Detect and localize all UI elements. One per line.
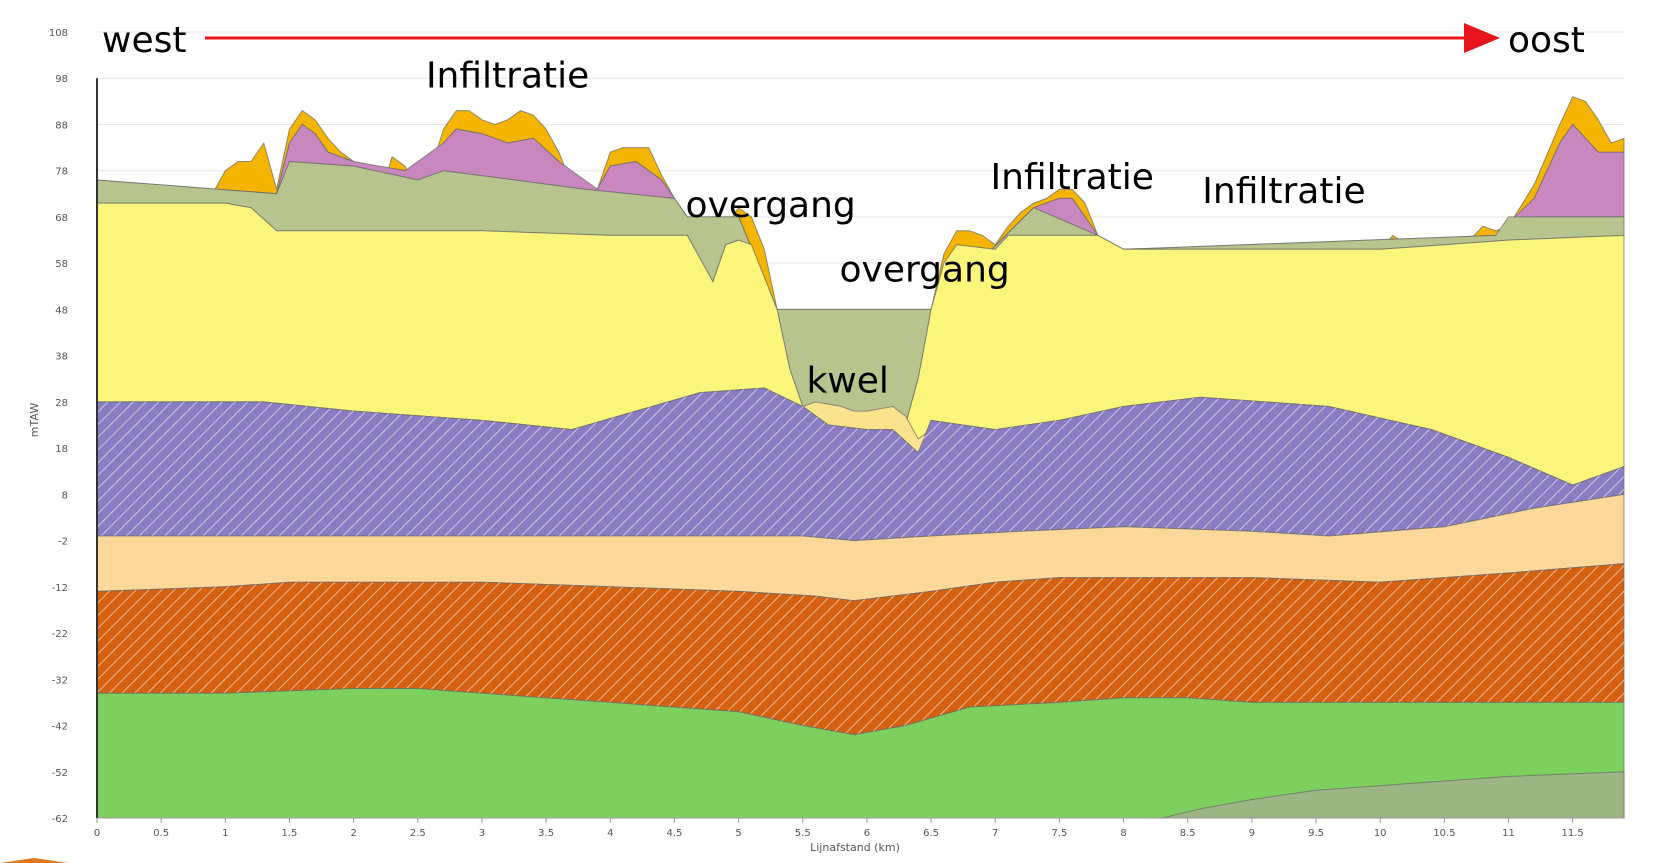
y-tick-label-17: -62 <box>52 814 68 825</box>
x-tick-label-8: 4 <box>607 828 613 839</box>
x-tick-label-18: 9 <box>1249 828 1255 839</box>
x-tick-label-7: 3.5 <box>538 828 554 839</box>
x-tick-label-5: 2.5 <box>410 828 426 839</box>
x-tick-label-13: 6.5 <box>923 828 939 839</box>
y-axis-label: mTAW <box>28 403 41 438</box>
x-tick-label-3: 1.5 <box>282 828 298 839</box>
y-tick-label-4: 68 <box>55 213 68 224</box>
corner-logo-icon <box>0 858 68 863</box>
x-tick-label-2: 1 <box>222 828 228 839</box>
annotation-overgang-2: overgang <box>840 250 1010 291</box>
y-tick-label-0: 108 <box>49 28 68 39</box>
x-tick-label-16: 8 <box>1120 828 1126 839</box>
y-tick-label-1: 98 <box>55 74 68 85</box>
x-tick-label-6: 3 <box>479 828 485 839</box>
axes <box>96 78 1624 819</box>
direction-indicator: west oost <box>102 20 1585 61</box>
annotation-infiltratie-3: Infiltratie <box>991 157 1154 198</box>
y-axis-tick-labels: 108 98 88 78 68 58 48 38 28 18 8 -2 -12 -22 -32 -42 -52 -… <box>49 28 68 825</box>
x-tick-label-1: 0.5 <box>153 828 169 839</box>
x-tick-label-9: 4.5 <box>666 828 682 839</box>
y-tick-label-7: 38 <box>55 352 68 363</box>
x-tick-label-19: 9.5 <box>1308 828 1324 839</box>
x-tick-label-12: 6 <box>864 828 870 839</box>
layer-purple-hatch <box>97 388 1624 541</box>
x-tick-label-15: 7.5 <box>1051 828 1067 839</box>
y-tick-label-12: -12 <box>52 583 68 594</box>
y-tick-label-5: 58 <box>55 259 68 270</box>
x-tick-label-22: 11 <box>1502 828 1515 839</box>
x-axis-label: Lijnafstand (km) <box>810 841 900 854</box>
annotation-infiltratie-0: Infiltratie <box>426 55 589 96</box>
layer-brown-hatch <box>97 563 1624 735</box>
y-tick-label-3: 78 <box>55 167 68 178</box>
geological-layers <box>96 96 1625 819</box>
x-tick-label-11: 5.5 <box>795 828 811 839</box>
y-tick-label-13: -22 <box>52 629 68 640</box>
y-tick-label-6: 48 <box>55 305 68 316</box>
y-tick-label-10: 8 <box>62 490 68 501</box>
y-tick-label-8: 28 <box>55 398 68 409</box>
annotation-kwel-5: kwel <box>806 361 888 402</box>
y-tick-label-16: -52 <box>52 768 68 779</box>
x-tick-label-17: 8.5 <box>1180 828 1196 839</box>
x-tick-label-23: 11.5 <box>1562 828 1584 839</box>
annotation-overgang-1: overgang <box>686 185 856 226</box>
east-label: oost <box>1508 20 1585 61</box>
x-tick-label-21: 10.5 <box>1433 828 1455 839</box>
y-tick-label-9: 18 <box>55 444 68 455</box>
annotation-infiltratie-4: Infiltratie <box>1202 171 1365 212</box>
y-tick-label-14: -32 <box>52 675 68 686</box>
x-tick-label-10: 5 <box>735 828 741 839</box>
west-label: west <box>102 20 186 61</box>
x-tick-label-0: 0 <box>94 828 100 839</box>
annotations: Infiltratie overgang overgang Infiltratie In… <box>426 55 1366 401</box>
x-axis-tick-labels: 0 0.5 1 1.5 2 2.5 3 3.5 4 4.5 5 5.5 6 6.5 7 7.5 8 8.5 9 9.5… <box>94 818 1584 839</box>
x-tick-label-4: 2 <box>350 828 356 839</box>
x-tick-label-20: 10 <box>1374 828 1387 839</box>
y-tick-label-11: -2 <box>58 537 68 548</box>
x-tick-label-14: 7 <box>992 828 998 839</box>
y-tick-label-2: 88 <box>55 120 68 131</box>
y-tick-label-15: -42 <box>52 722 68 733</box>
